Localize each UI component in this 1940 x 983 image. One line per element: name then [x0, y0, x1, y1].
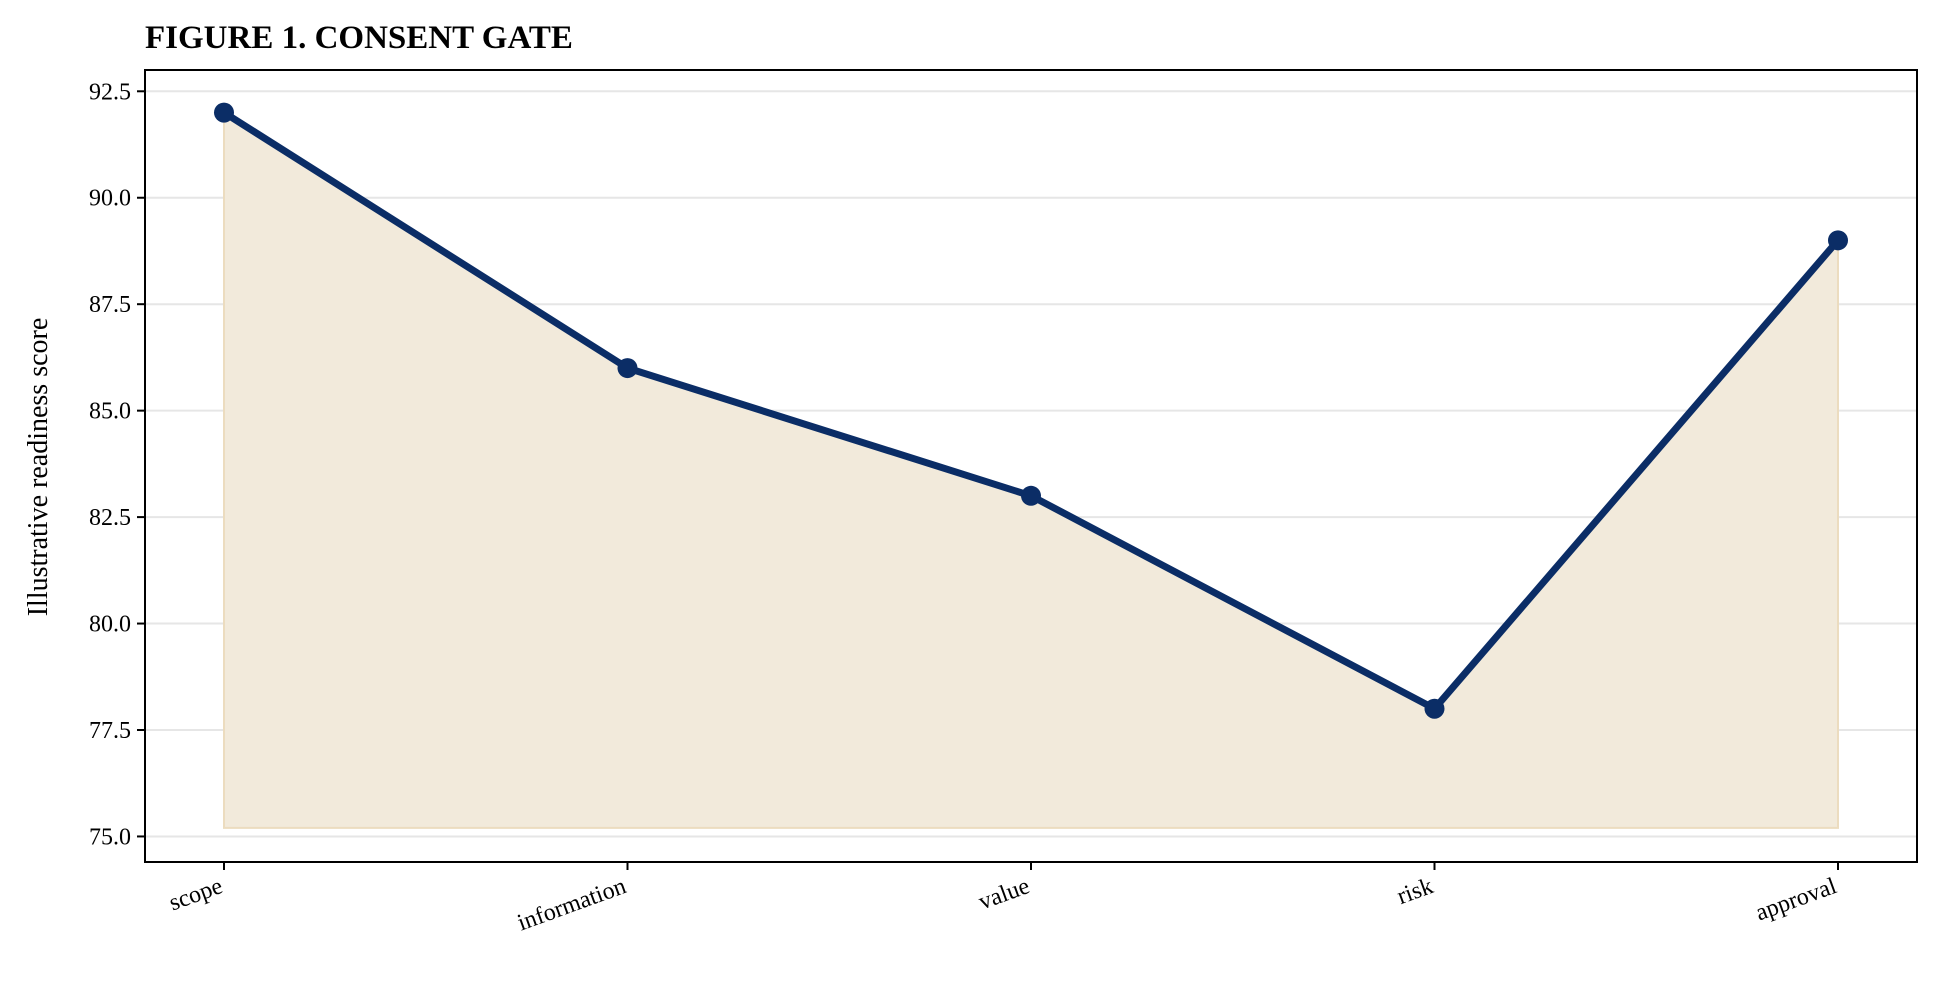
data-point-scope	[214, 102, 234, 123]
x-axis-ticks: scope information value risk approval	[166, 862, 1840, 936]
data-point-layer	[214, 102, 1848, 719]
x-tick-label-scope: scope	[166, 873, 226, 916]
data-point-approval	[1828, 230, 1848, 251]
x-tick-label-information: information	[514, 873, 629, 936]
y-tick-label: 77.5	[89, 718, 131, 744]
y-tick-label: 87.5	[89, 292, 131, 318]
chart-title: FIGURE 1. CONSENT GATE	[145, 20, 573, 56]
area-fill	[223, 110, 1839, 829]
y-tick-label: 90.0	[89, 186, 131, 212]
data-point-value	[1021, 485, 1041, 506]
y-axis-ticks: 75.0 77.5 80.0 82.5 85.0 87.5 90.0 92.5	[89, 79, 145, 850]
x-tick-label-risk: risk	[1394, 873, 1437, 910]
x-tick-label-value: value	[975, 873, 1033, 915]
x-tick-label-approval: approval	[1752, 873, 1840, 926]
y-tick-label: 82.5	[89, 505, 131, 531]
y-tick-label: 80.0	[89, 612, 131, 638]
y-axis-label: Illustrative readiness score	[23, 318, 54, 617]
y-tick-label: 75.0	[89, 824, 131, 850]
y-tick-label: 85.0	[89, 399, 131, 425]
data-point-risk	[1424, 698, 1445, 719]
y-tick-label: 92.5	[89, 79, 131, 105]
data-point-information	[617, 358, 638, 379]
area-fill-layer	[223, 110, 1839, 829]
